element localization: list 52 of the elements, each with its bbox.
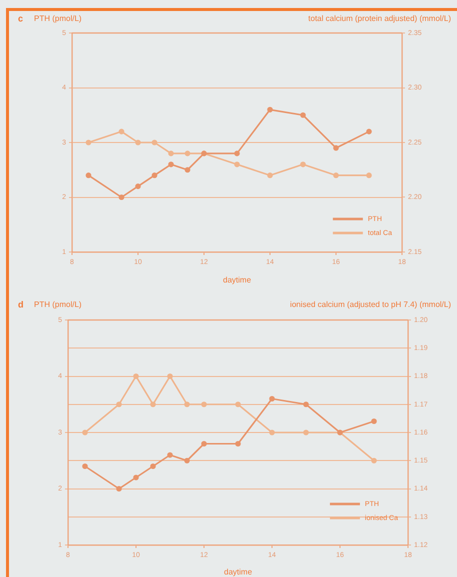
point (116, 486, 122, 492)
point (184, 402, 190, 408)
point (235, 440, 241, 447)
y-axis-title: PTH (pmol/L) (34, 14, 82, 24)
point (235, 402, 241, 408)
y2-axis-title: ionised calcium (adjusted to pH 7.4) (mmol/L) (290, 300, 452, 310)
point (333, 172, 339, 178)
point (82, 463, 88, 470)
point (150, 402, 156, 408)
y-axis-title: PTH (pmol/L) (34, 300, 82, 310)
point (366, 128, 372, 134)
point (371, 418, 377, 424)
point (168, 150, 174, 156)
point (152, 140, 158, 146)
point (267, 106, 273, 112)
point (300, 112, 306, 118)
chart-title: c (18, 13, 24, 24)
point (234, 150, 240, 156)
point (300, 162, 306, 168)
point (167, 373, 173, 380)
point (184, 150, 190, 156)
point (303, 430, 309, 436)
point (152, 172, 158, 178)
point (201, 440, 207, 447)
point (82, 430, 88, 436)
point (269, 396, 275, 402)
point (118, 194, 124, 200)
point (133, 474, 139, 480)
point (366, 172, 372, 178)
point (303, 402, 309, 408)
point (118, 128, 124, 134)
point (86, 140, 92, 146)
x-axis-title: daytime (222, 275, 252, 284)
y2-axis-title: total calcium (protein adjusted) (mmol/L) (308, 14, 452, 24)
point (116, 402, 122, 408)
point (201, 402, 207, 408)
chart-title: d (18, 299, 24, 310)
point (184, 167, 190, 173)
point (86, 172, 92, 178)
point (135, 184, 141, 190)
point (371, 458, 377, 464)
point (135, 140, 141, 146)
x-axis-title: daytime (224, 567, 253, 576)
point (168, 162, 174, 168)
point (269, 430, 275, 436)
point (150, 463, 156, 470)
point (184, 458, 190, 464)
point (234, 162, 240, 168)
point (267, 172, 273, 178)
point (133, 373, 139, 380)
point (167, 452, 173, 458)
point (333, 145, 339, 151)
